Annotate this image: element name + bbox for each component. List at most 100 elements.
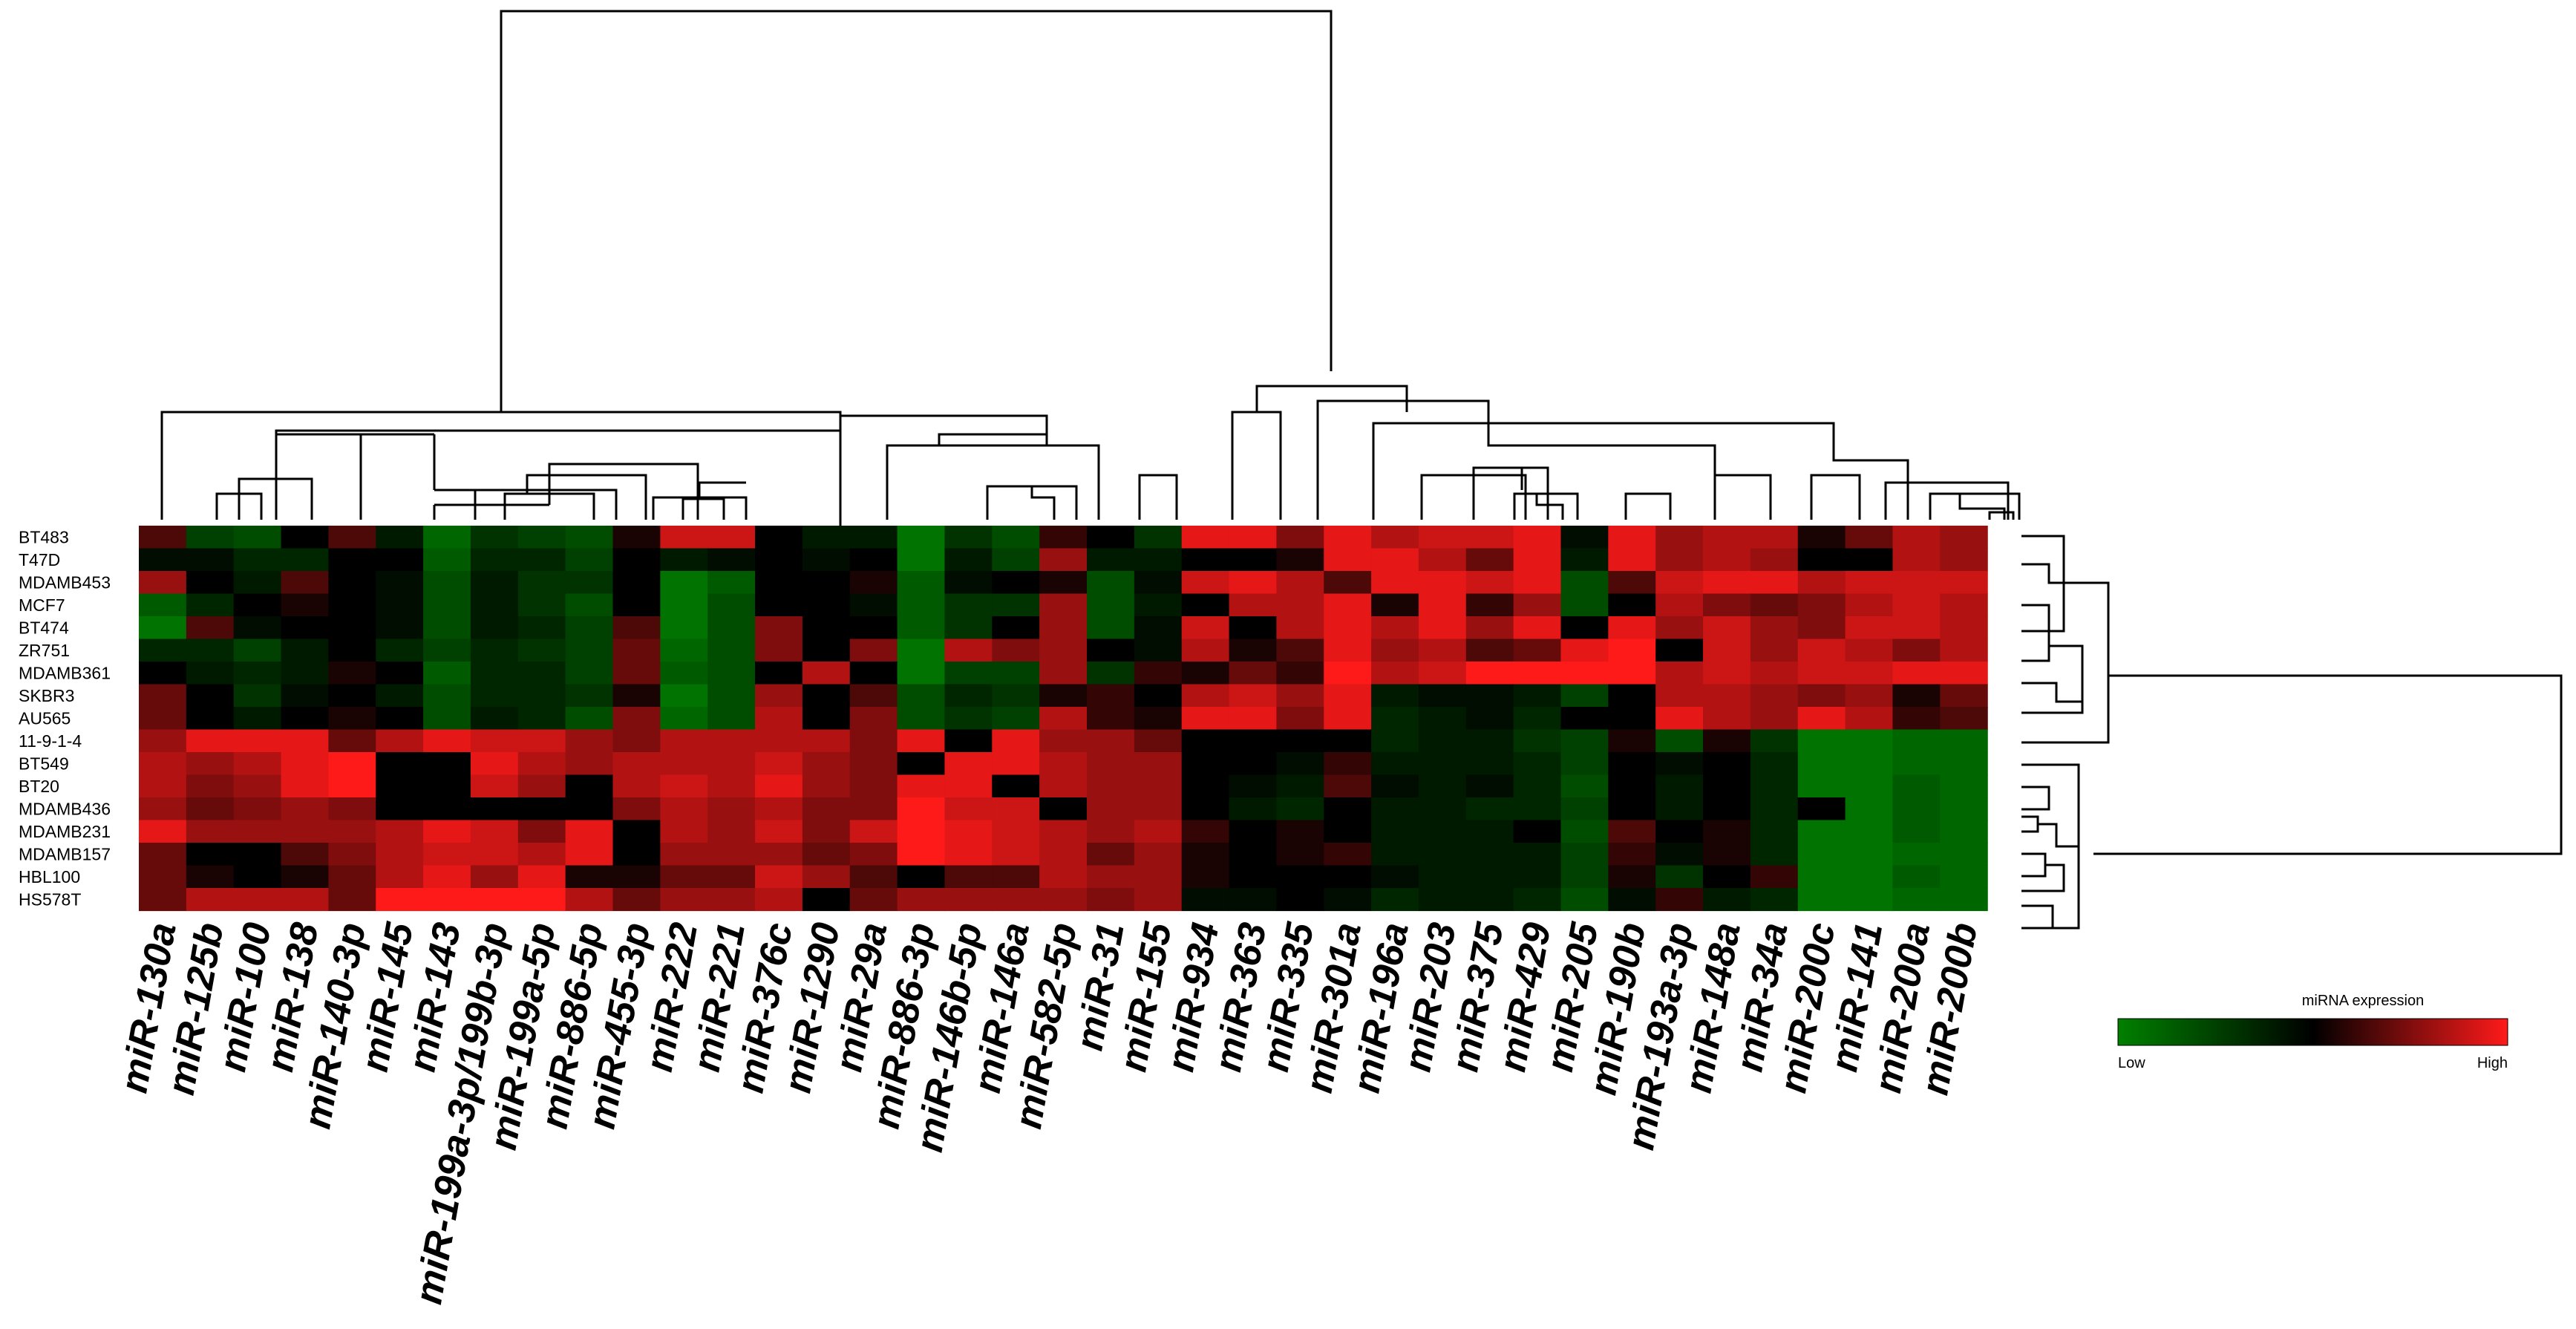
heatmap-cell-MDAMB157-miR-200a bbox=[1892, 843, 1941, 866]
heatmap-cell-MDAMB436-miR-190b bbox=[1608, 797, 1656, 821]
heatmap-cell-HS578T-miR-200b bbox=[1940, 888, 1988, 912]
heatmap-cell-ZR751-miR-146b-5p bbox=[944, 639, 993, 662]
heatmap-cell-11-9-1-4-miR-143 bbox=[423, 729, 471, 753]
heatmap-cell-T47D-miR-886-5p bbox=[565, 548, 614, 572]
heatmap-cell-MDAMB157-miR-146a bbox=[992, 843, 1040, 866]
heatmap-cell-11-9-1-4-miR-130a bbox=[139, 729, 187, 753]
heatmap-cell-BT20-miR-222 bbox=[660, 774, 708, 798]
heatmap-cell-T47D-miR-934 bbox=[1181, 548, 1230, 572]
heatmap-cell-SKBR3-miR-29a bbox=[849, 684, 898, 708]
heatmap-cell-BT20-miR-429 bbox=[1513, 774, 1562, 798]
heatmap-cell-11-9-1-4-miR-193a-3p bbox=[1655, 729, 1704, 753]
heatmap-cell-MDAMB453-miR-125b bbox=[186, 571, 235, 595]
heatmap-cell-HS578T-miR-222 bbox=[660, 888, 708, 912]
heatmap-cell-BT474-miR-100 bbox=[233, 616, 282, 640]
heatmap-cell-BT549-miR-193a-3p bbox=[1655, 752, 1704, 776]
heatmap-cell-11-9-1-4-miR-155 bbox=[1134, 729, 1183, 753]
heatmap-cell-BT20-miR-125b bbox=[186, 774, 235, 798]
row-dendro-b3 bbox=[2021, 815, 2079, 848]
heatmap-cell-SKBR3-miR-886-3p bbox=[897, 684, 946, 708]
heatmap-cell-BT474-miR-221 bbox=[707, 616, 756, 640]
heatmap-cell-MDAMB231-miR-140-3p bbox=[328, 820, 376, 843]
heatmap-cell-11-9-1-4-miR-203 bbox=[1418, 729, 1467, 753]
heatmap-cell-11-9-1-4-miR-141 bbox=[1845, 729, 1894, 753]
heatmap-cell-MDAMB453-miR-143 bbox=[423, 571, 471, 595]
heatmap-cell-ZR751-miR-34a bbox=[1750, 639, 1799, 662]
col-dendro-l5 bbox=[215, 479, 263, 520]
heatmap-cell-MDAMB436-miR-145 bbox=[376, 797, 424, 821]
heatmap-cell-T47D-miR-200c bbox=[1797, 548, 1846, 572]
heatmap-cell-MDAMB231-miR-376c bbox=[755, 820, 803, 843]
heatmap-cell-T47D-miR-221 bbox=[707, 548, 756, 572]
heatmap-cell-HS578T-miR-301a bbox=[1324, 888, 1372, 912]
heatmap-cell-BT20-miR-31 bbox=[1087, 774, 1135, 798]
heatmap-cell-11-9-1-4-miR-138 bbox=[281, 729, 329, 753]
heatmap-cell-T47D-miR-146a bbox=[992, 548, 1040, 572]
heatmap-cell-BT483-miR-886-3p bbox=[897, 526, 946, 549]
col-dendro-mid-5 bbox=[839, 414, 1048, 549]
heatmap-cell-AU565-miR-148a bbox=[1703, 707, 1751, 731]
heatmap-cell-11-9-1-4-miR-301a bbox=[1324, 729, 1372, 753]
heatmap-cell-MCF7-miR-138 bbox=[281, 593, 329, 617]
heatmap-cell-MDAMB157-miR-199a-5p bbox=[517, 843, 566, 866]
heatmap-cell-HBL100-miR-203 bbox=[1418, 865, 1467, 889]
heatmap-cell-BT474-miR-886-3p bbox=[897, 616, 946, 640]
heatmap-cell-MDAMB453-miR-130a bbox=[139, 571, 187, 595]
heatmap-cell-AU565-miR-301a bbox=[1324, 707, 1372, 731]
row-dendro-b5 bbox=[2021, 904, 2054, 928]
heatmap-cell-BT20-miR-29a bbox=[849, 774, 898, 798]
heatmap-cell-HS578T-miR-125b bbox=[186, 888, 235, 912]
heatmap-cell-BT20-miR-376c bbox=[755, 774, 803, 798]
heatmap-cell-MDAMB231-miR-934 bbox=[1181, 820, 1230, 843]
heatmap-cell-BT483-miR-455-3p bbox=[612, 526, 661, 549]
heatmap-cell-BT549-miR-29a bbox=[849, 752, 898, 776]
heatmap-cell-MDAMB361-miR-148a bbox=[1703, 662, 1751, 685]
heatmap-cell-AU565-miR-429 bbox=[1513, 707, 1562, 731]
heatmap-cell-MDAMB231-miR-1290 bbox=[802, 820, 851, 843]
heatmap-cell-MDAMB231-miR-886-3p bbox=[897, 820, 946, 843]
heatmap-cell-BT483-miR-125b bbox=[186, 526, 235, 549]
heatmap-cell-BT549-miR-1290 bbox=[802, 752, 851, 776]
heatmap-cell-BT549-miR-335 bbox=[1276, 752, 1324, 776]
heatmap-cell-SKBR3-miR-363 bbox=[1229, 684, 1277, 708]
heatmap-cell-AU565-miR-100 bbox=[233, 707, 282, 731]
heatmap-cell-SKBR3-miR-1290 bbox=[802, 684, 851, 708]
heatmap-cell-BT474-miR-130a bbox=[139, 616, 187, 640]
heatmap-cell-MCF7-miR-886-3p bbox=[897, 593, 946, 617]
col-dendro-r11 bbox=[1884, 481, 2010, 520]
heatmap-cell-11-9-1-4-miR-146b-5p bbox=[944, 729, 993, 753]
col-dendro-r10 bbox=[1810, 453, 1909, 520]
heatmap-cell-AU565-miR-130a bbox=[139, 707, 187, 731]
heatmap-cell-11-9-1-4-miR-148a bbox=[1703, 729, 1751, 753]
heatmap-cell-AU565-miR-193a-3p bbox=[1655, 707, 1704, 731]
col-dendro-l10 bbox=[433, 463, 699, 520]
heatmap-cell-MDAMB436-miR-146a bbox=[992, 797, 1040, 821]
heatmap-cell-SKBR3-miR-143 bbox=[423, 684, 471, 708]
heatmap-cell-T47D-miR-1290 bbox=[802, 548, 851, 572]
heatmap-cell-BT474-miR-205 bbox=[1560, 616, 1609, 640]
heatmap-cell-MDAMB361-miR-29a bbox=[849, 662, 898, 685]
heatmap-cell-AU565-miR-582-5p bbox=[1039, 707, 1088, 731]
heatmap-cell-HBL100-miR-130a bbox=[139, 865, 187, 889]
heatmap-cell-MDAMB436-miR-203 bbox=[1418, 797, 1467, 821]
heatmap-cell-AU565-miR-455-3p bbox=[612, 707, 661, 731]
heatmap-cell-BT474-miR-1290 bbox=[802, 616, 851, 640]
heatmap-cell-MDAMB361-miR-200a bbox=[1892, 662, 1941, 685]
heatmap-cell-ZR751-miR-1290 bbox=[802, 639, 851, 662]
heatmap-cell-MDAMB231-miR-200c bbox=[1797, 820, 1846, 843]
heatmap-cell-BT474-miR-199a-3p/199b-3p bbox=[470, 616, 519, 640]
heatmap-cell-MCF7-miR-146b-5p bbox=[944, 593, 993, 617]
heatmap-cell-MDAMB231-miR-29a bbox=[849, 820, 898, 843]
heatmap-cell-ZR751-miR-582-5p bbox=[1039, 639, 1088, 662]
heatmap-cell-MDAMB361-miR-196a bbox=[1371, 662, 1419, 685]
heatmap-cell-BT474-miR-222 bbox=[660, 616, 708, 640]
heatmap-cell-SKBR3-miR-190b bbox=[1608, 684, 1656, 708]
heatmap-cell-HBL100-miR-125b bbox=[186, 865, 235, 889]
heatmap-cell-BT474-miR-141 bbox=[1845, 616, 1894, 640]
heatmap-cell-T47D-miR-200a bbox=[1892, 548, 1941, 572]
heatmap-cell-MDAMB231-miR-146b-5p bbox=[944, 820, 993, 843]
heatmap-cell-BT474-miR-429 bbox=[1513, 616, 1562, 640]
heatmap-cell-11-9-1-4-miR-455-3p bbox=[612, 729, 661, 753]
col-dendro-right-main bbox=[1255, 385, 1408, 412]
heatmap-cell-HS578T-miR-200c bbox=[1797, 888, 1846, 912]
